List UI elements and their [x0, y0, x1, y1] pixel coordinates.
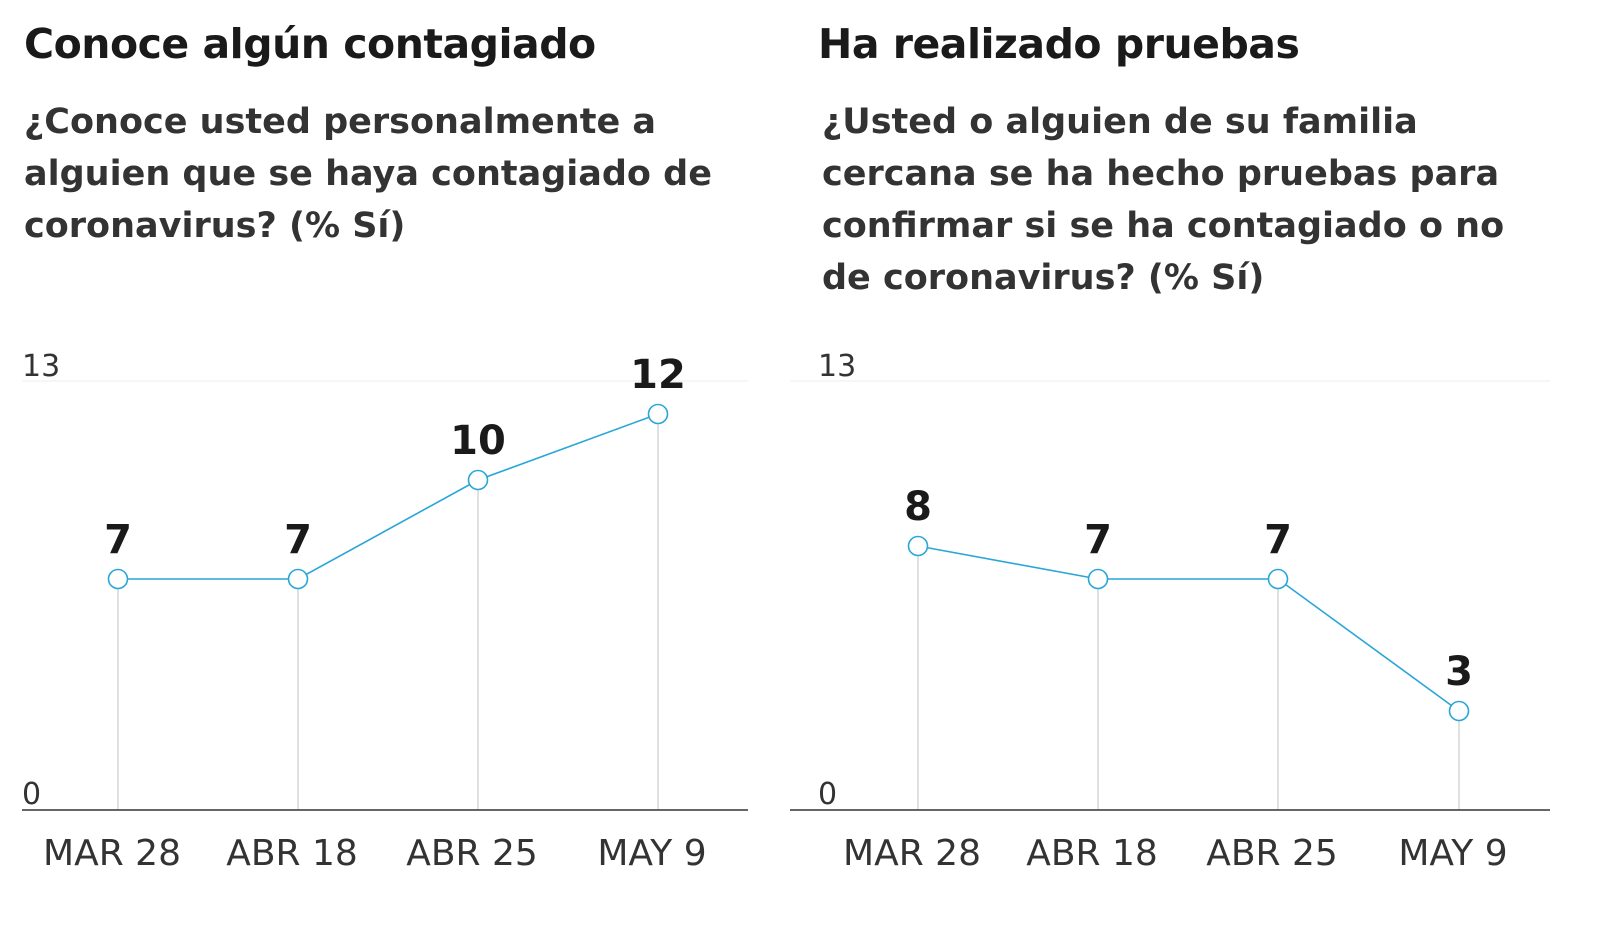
- data-label: 10: [450, 418, 506, 464]
- y-tick-label: 0: [22, 777, 41, 812]
- data-point: [287, 568, 309, 590]
- data-label: 7: [1084, 517, 1112, 563]
- x-tick-label: MAR 28: [43, 833, 181, 874]
- series-line: [917, 545, 1460, 712]
- data-point: [107, 568, 129, 590]
- data-point: [907, 535, 929, 557]
- x-tick-label: MAR 28: [843, 833, 981, 874]
- chart-title: Ha realizado pruebas: [818, 20, 1300, 68]
- data-label: 3: [1445, 649, 1473, 695]
- chart-title: Conoce algún contagiado: [24, 20, 596, 68]
- data-point: [1087, 568, 1109, 590]
- data-label: 7: [284, 517, 312, 563]
- chart-panel-conoce-contagiado: Conoce algún contagiado ¿Conoce usted pe…: [0, 0, 780, 942]
- data-point: [467, 469, 489, 491]
- x-tick-label: MAY 9: [1398, 833, 1507, 874]
- y-tick-label: 13: [818, 349, 856, 384]
- data-label: 12: [630, 352, 686, 398]
- y-tick-label: 0: [818, 777, 837, 812]
- line-chart-conoce-contagiado: 13 0 7 7 10 12 MAR 28 ABR 18 ABR 25 MAY 9: [22, 349, 748, 874]
- data-point: [647, 403, 669, 425]
- y-tick-label: 13: [22, 349, 60, 384]
- x-tick-label: ABR 18: [1026, 833, 1158, 874]
- x-tick-label: ABR 25: [1206, 833, 1338, 874]
- chart-panel-realizado-pruebas: Ha realizado pruebas ¿Usted o alguien de…: [790, 0, 1598, 942]
- x-tick-label: ABR 25: [406, 833, 538, 874]
- data-label: 7: [1264, 517, 1292, 563]
- chart-subtitle: ¿Usted o alguien de su familia cercana s…: [822, 102, 1505, 298]
- chart-subtitle: ¿Conoce usted personalmente a alguien qu…: [24, 102, 712, 246]
- line-chart-realizado-pruebas: 13 0 8 7 7 3 MAR 28 ABR 18 ABR 25 MAY 9: [790, 349, 1550, 874]
- data-label: 8: [904, 484, 932, 530]
- data-point: [1448, 700, 1470, 722]
- x-tick-label: MAY 9: [597, 833, 706, 874]
- data-point: [1267, 568, 1289, 590]
- series-line: [118, 413, 659, 580]
- x-tick-label: ABR 18: [226, 833, 358, 874]
- data-label: 7: [104, 517, 132, 563]
